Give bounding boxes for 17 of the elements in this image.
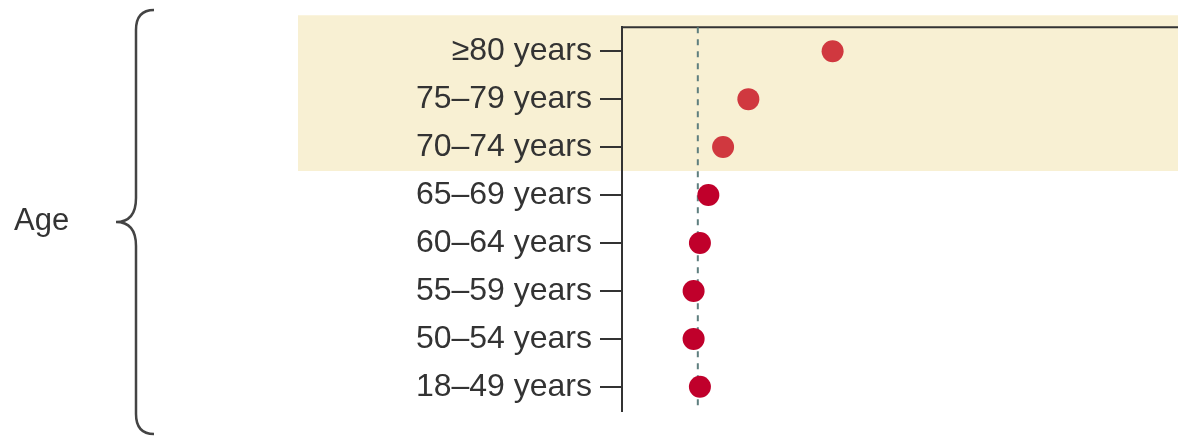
y-tick-label: 75–79 years [415,78,592,115]
point [688,375,711,398]
y-tick-label: 70–74 years [415,126,592,163]
point [682,327,705,350]
point [682,279,705,302]
y-tick-label: ≥80 years [451,31,592,67]
y-tick-label: 60–64 years [415,222,592,259]
point [821,40,844,63]
y-tick-label: 55–59 years [415,270,592,307]
y-tick-label: 18–49 years [415,366,592,403]
text: Age [14,202,70,238]
point [688,231,711,254]
point [737,88,760,111]
y-tick-label: 65–69 years [415,174,592,211]
point [697,184,720,207]
y-tick-label: 50–54 years [415,318,592,355]
point [712,136,735,159]
